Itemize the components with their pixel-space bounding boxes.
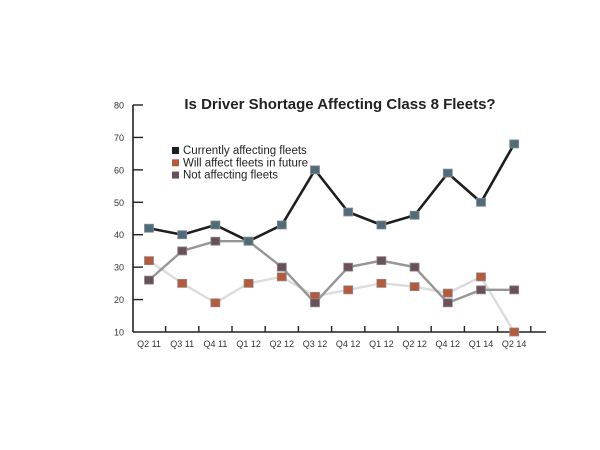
data-point-series-0 — [509, 139, 520, 149]
data-point-series-2 — [144, 275, 154, 285]
y-tick-label: 20 — [114, 295, 124, 305]
data-point-series-0 — [243, 236, 254, 246]
y-tick-label: 50 — [114, 198, 124, 208]
data-point-series-2 — [376, 256, 387, 266]
data-point-series-2 — [276, 262, 287, 272]
data-point-series-0 — [144, 223, 154, 233]
data-point-series-1 — [343, 285, 354, 295]
data-point-series-1 — [210, 298, 221, 308]
data-point-series-1 — [144, 256, 154, 266]
y-tick-label: 10 — [114, 328, 124, 338]
x-tick-label: Q1 12 — [369, 339, 394, 349]
x-tick-label: Q2 12 — [270, 339, 295, 349]
axes: 10 20 30 40 50 60 70 80 Q2 11 Q3 11 Q4 11 Q1 12 Q2 1… — [114, 101, 546, 349]
x-tick-label: Q3 11 — [170, 339, 194, 349]
x-tick-label: Q2 12 — [402, 339, 427, 349]
y-tick-label: 60 — [114, 165, 124, 175]
data-point-series-0 — [310, 165, 320, 175]
data-point-series-0 — [210, 220, 221, 230]
x-tick-label: Q4 12 — [336, 339, 361, 349]
series-lines — [148, 143, 516, 333]
legend-label: Will affect fleets in future — [183, 157, 308, 169]
data-point-series-0 — [442, 168, 453, 178]
data-point-series-2 — [343, 262, 354, 272]
data-point-series-1 — [509, 327, 520, 337]
data-point-series-1 — [409, 282, 420, 292]
data-point-series-0 — [343, 207, 354, 217]
data-point-series-0 — [177, 230, 188, 240]
y-tick-label: 70 — [114, 133, 124, 143]
data-point-series-2 — [310, 298, 320, 308]
legend-swatch — [172, 147, 179, 154]
data-point-series-2 — [509, 285, 520, 295]
x-tick-label: Q2 14 — [502, 339, 527, 349]
x-tick-label: Q2 11 — [137, 339, 161, 349]
y-tick-label: 80 — [114, 101, 124, 111]
data-point-series-1 — [442, 288, 453, 298]
y-tick-label: 30 — [114, 263, 124, 273]
legend-label: Not affecting fleets — [183, 170, 278, 182]
data-point-series-1 — [376, 278, 387, 288]
series-line-2 — [148, 239, 515, 305]
x-tick-label: Q4 11 — [203, 339, 227, 349]
data-point-series-1 — [276, 272, 287, 282]
x-tick-label: Q3 12 — [303, 339, 328, 349]
data-point-series-1 — [476, 272, 486, 282]
x-tick-label: Q1 12 — [236, 339, 261, 349]
x-tick-label: Q1 14 — [469, 339, 494, 349]
chart-title: Is Driver Shortage Affecting Class 8 Fle… — [184, 96, 495, 113]
legend-swatch — [172, 159, 179, 167]
series-line-1 — [148, 259, 516, 333]
data-point-series-2 — [177, 246, 188, 256]
legend-swatch — [172, 171, 179, 179]
data-point-series-2 — [409, 262, 420, 272]
legend-label: Currently affecting fleets — [183, 145, 307, 157]
data-point-series-2 — [210, 236, 221, 246]
data-point-series-2 — [476, 285, 486, 295]
data-point-series-1 — [243, 278, 254, 288]
x-tick-label: Q4 12 — [436, 339, 461, 349]
data-point-series-1 — [177, 278, 188, 288]
y-tick-label: 40 — [114, 230, 124, 240]
data-point-series-0 — [409, 210, 420, 220]
data-point-series-2 — [442, 298, 453, 308]
series-line-0 — [148, 143, 516, 243]
data-point-series-0 — [376, 220, 387, 230]
series-markers — [144, 139, 520, 337]
data-point-series-0 — [276, 220, 287, 230]
data-point-series-0 — [476, 197, 486, 207]
